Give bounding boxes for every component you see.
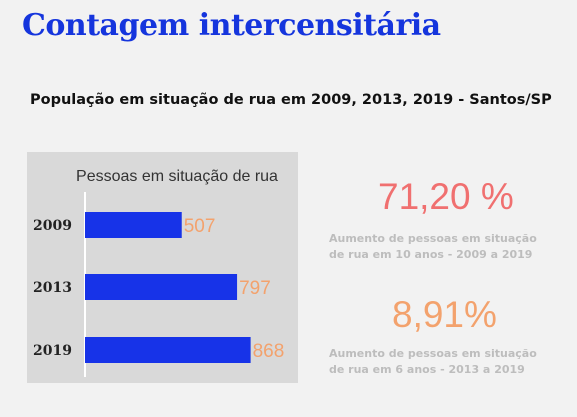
stat-6-years-line1: Aumento de pessoas em situação bbox=[329, 347, 537, 360]
bar-2013 bbox=[85, 274, 238, 300]
chart-title: Pessoas em situação de rua bbox=[76, 168, 278, 185]
stat-10-years-description: Aumento de pessoas em situação de rua em… bbox=[329, 231, 559, 263]
stat-6-years-line2: de rua em 6 anos - 2013 a 2019 bbox=[329, 363, 525, 376]
category-label-2013: 2013 bbox=[33, 280, 72, 296]
bar-2019 bbox=[85, 337, 251, 363]
stat-10-years-value: 71,20 % bbox=[378, 176, 514, 217]
chart-subtitle: População em situação de rua em 2009, 20… bbox=[30, 92, 552, 108]
stat-10-years-line1: Aumento de pessoas em situação bbox=[329, 232, 537, 245]
data-label-2009: 507 bbox=[184, 216, 216, 237]
data-label-2013: 797 bbox=[239, 278, 271, 299]
bar-2009 bbox=[85, 212, 182, 238]
stat-6-years-description: Aumento de pessoas em situação de rua em… bbox=[329, 346, 559, 378]
category-label-2019: 2019 bbox=[33, 343, 72, 359]
page-title: Contagem intercensitária bbox=[22, 8, 441, 43]
stat-10-years-line2: de rua em 10 anos - 2009 a 2019 bbox=[329, 248, 533, 261]
data-label-2019: 868 bbox=[253, 341, 285, 362]
category-label-2009: 2009 bbox=[33, 218, 72, 234]
bar-chart-svg: Pessoas em situação de rua 2009 507 2013 797… bbox=[33, 168, 285, 377]
stat-6-years-value: 8,91% bbox=[392, 294, 497, 335]
bar-chart: Pessoas em situação de rua 2009 507 2013 797… bbox=[27, 152, 298, 383]
